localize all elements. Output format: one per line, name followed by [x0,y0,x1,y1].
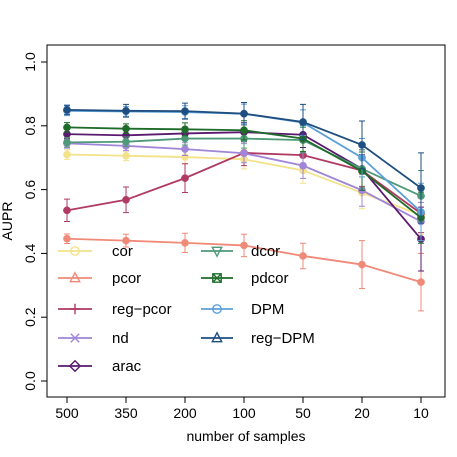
legend-label-5: dcor [251,243,280,260]
x-tick-label-2: 200 [173,405,197,421]
data-point-1-0 [63,234,71,243]
x-tick-label-1: 350 [114,405,138,421]
data-point-5-0 [63,138,71,147]
x-tick-label-0: 500 [55,405,79,421]
data-point-8-5 [358,141,366,149]
legend-marker-0 [70,246,80,256]
legend-marker-5 [211,246,223,258]
data-point-8-1 [122,106,130,115]
legend-label-0: cor [112,243,133,260]
legend: cor pcor reg−pcor nd arac dcor pdcor DPM reg−DPM [58,243,315,375]
data-point-1-3 [240,241,248,250]
data-point-2-1 [122,195,130,204]
legend-marker-4 [68,359,82,373]
data-point-3-3 [240,149,248,158]
legend-label-4: arac [112,358,142,375]
data-point-8-0 [63,106,71,114]
legend-marker-7 [212,304,222,314]
data-point-8-2 [181,107,189,115]
data-point-2-0 [63,206,71,215]
legend-label-1: pcor [112,270,141,287]
data-point-0-1 [122,151,130,160]
legend-marker-6 [212,273,222,283]
y-tick-label-3: 0.6 [22,180,38,200]
series-8 [63,102,425,224]
x-tick-label-3: 100 [232,405,256,421]
legend-label-7: DPM [251,301,284,318]
x-tick-label-5: 20 [354,405,370,421]
series-layer [63,102,425,312]
y-tick-label-4: 0.8 [22,116,38,136]
data-point-1-2 [181,239,189,247]
series-1 [63,232,425,312]
legend-label-2: reg−pcor [112,301,172,318]
legend-label-8: reg−DPM [251,330,315,347]
data-point-1-5 [358,260,366,269]
data-point-2-2 [181,174,189,182]
y-tick-label-5: 1.0 [22,52,38,72]
legend-marker-1 [69,271,81,283]
data-point-5-1 [122,137,130,146]
legend-marker-8 [211,331,223,343]
x-axis-label: number of samples [186,428,305,444]
y-tick-label-0: 0.0 [22,371,38,391]
y-axis-label: AUPR [0,202,15,241]
data-point-8-3 [240,109,248,118]
data-point-1-1 [122,236,130,245]
legend-label-3: nd [112,330,129,347]
x-tick-label-4: 50 [295,405,311,421]
y-tick-label-2: 0.4 [22,243,38,263]
y-tick-label-1: 0.2 [22,307,38,327]
data-point-6-1 [122,124,130,133]
legend-label-6: pdcor [251,270,289,287]
data-point-3-4 [299,161,307,170]
x-axis: 500 350 200 100 50 20 10 [55,397,429,421]
plot-frame [46,44,446,398]
y-axis: 0.0 0.2 0.4 0.6 0.8 1.0 [22,52,47,391]
data-point-8-6 [417,184,425,192]
data-point-1-6 [417,278,425,286]
legend-marker-2 [69,303,81,315]
data-point-8-4 [299,118,307,126]
legend-marker-3 [70,333,80,343]
data-point-6-2 [181,125,189,134]
x-tick-label-6: 10 [413,405,429,421]
data-point-3-2 [181,145,189,153]
data-point-6-0 [63,123,71,132]
data-point-0-0 [63,150,71,159]
data-point-1-4 [299,252,307,260]
data-point-6-3 [240,126,248,135]
